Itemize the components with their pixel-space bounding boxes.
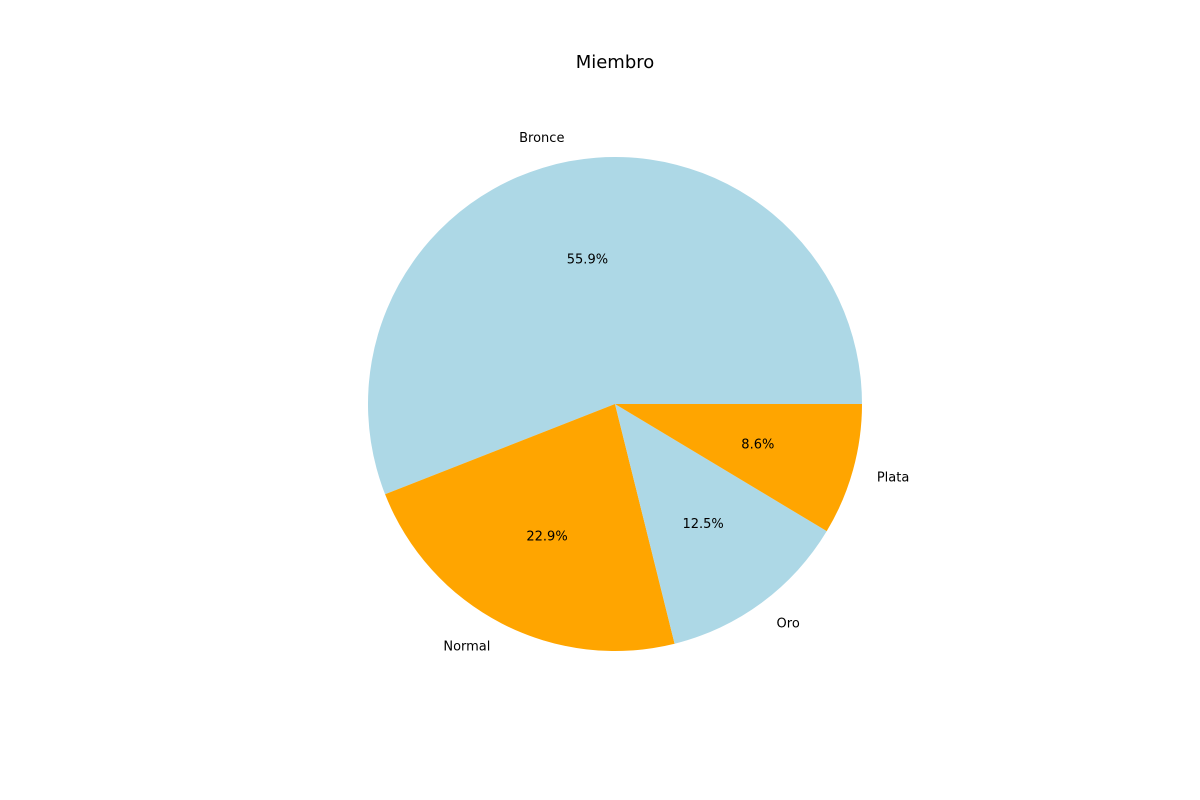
slice-label-plata: Plata bbox=[877, 471, 909, 486]
pct-label-normal: 22.9% bbox=[526, 530, 567, 545]
slice-label-bronce: Bronce bbox=[519, 131, 564, 146]
slice-label-oro: Oro bbox=[777, 616, 800, 631]
pie-slice-normal bbox=[385, 404, 675, 651]
pct-label-bronce: 55.9% bbox=[567, 252, 608, 267]
pct-label-plata: 8.6% bbox=[741, 438, 774, 453]
slice-label-normal: Normal bbox=[443, 639, 490, 654]
pie-slices bbox=[368, 157, 862, 651]
pie-slice-plata bbox=[615, 404, 862, 532]
pct-label-oro: 12.5% bbox=[682, 517, 723, 532]
pie-labels: Bronce 55.9% Normal 22.9% Oro 12.5% Plata 8.6% bbox=[443, 131, 909, 654]
chart-title: Miembro bbox=[576, 52, 655, 73]
pie-slice-oro bbox=[615, 404, 827, 644]
pie-slice-bronce bbox=[368, 157, 862, 495]
